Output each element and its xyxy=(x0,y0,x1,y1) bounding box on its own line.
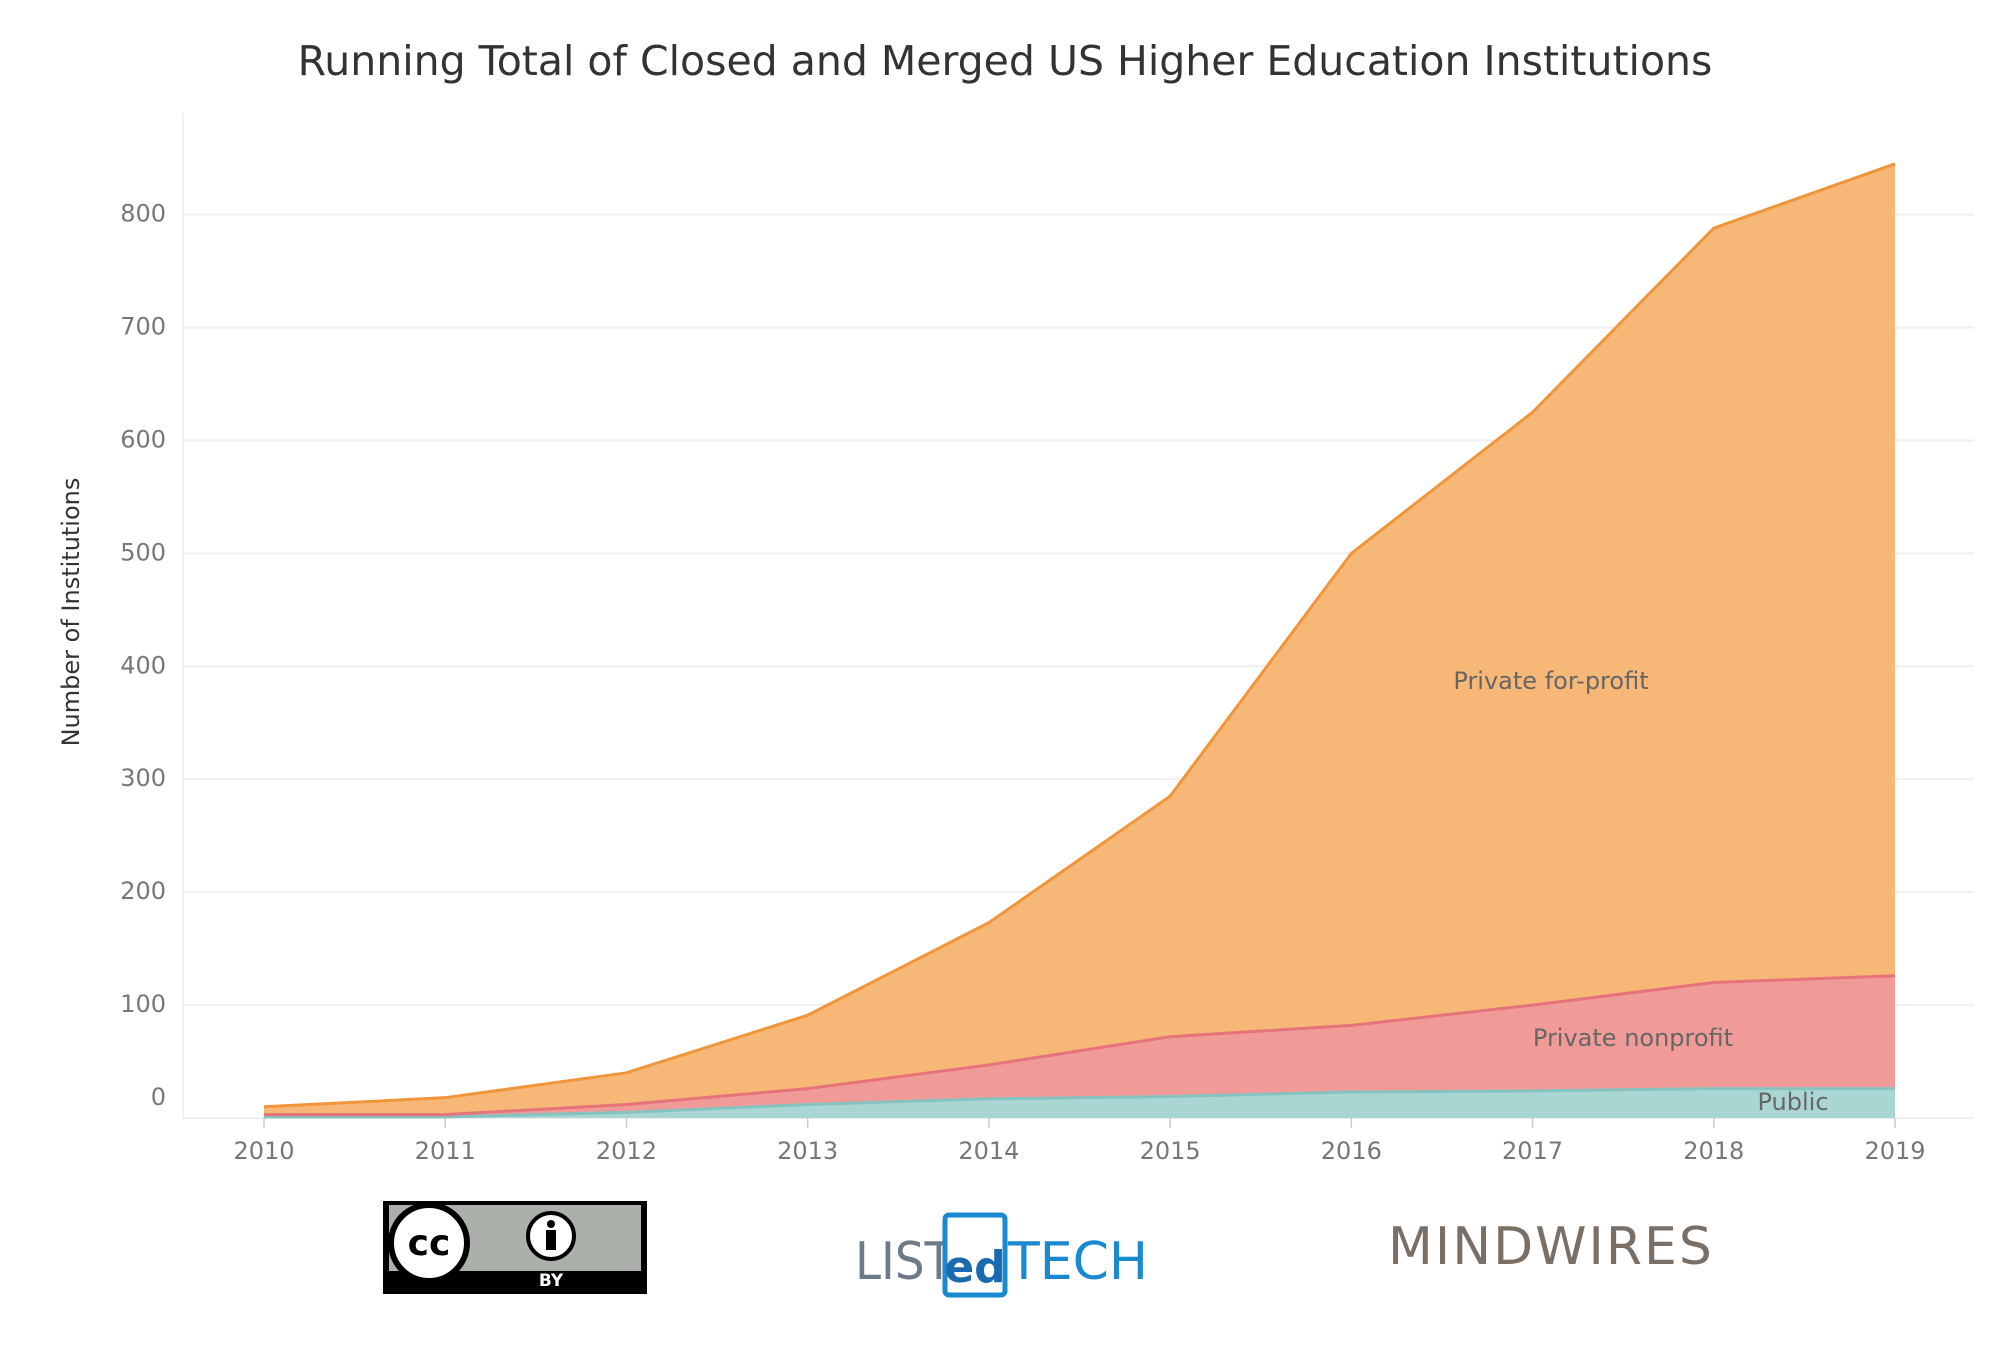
listedtech-logo: LIST ed TECH xyxy=(855,1212,1148,1298)
x-tick-label: 2017 xyxy=(1502,1137,1563,1165)
cc-circle xyxy=(388,1202,470,1284)
x-tick-label: 2016 xyxy=(1321,1137,1382,1165)
x-tick-label: 2010 xyxy=(233,1137,294,1165)
tech-text: TECH xyxy=(1007,1232,1148,1292)
cc-text: cc xyxy=(408,1223,451,1264)
cc-logo: cc BY xyxy=(383,1201,647,1294)
y-tick-label: 700 xyxy=(120,313,166,341)
series-label: Private for-profit xyxy=(1453,667,1648,695)
x-tick-label: 2013 xyxy=(777,1137,838,1165)
x-tick-label: 2012 xyxy=(596,1137,657,1165)
series-label: Public xyxy=(1757,1088,1828,1116)
y-tick-label: 600 xyxy=(120,425,166,453)
mindwires-logo: MINDWIRES xyxy=(1388,1217,1714,1277)
x-tick-label: 2015 xyxy=(1140,1137,1201,1165)
x-tick-label: 2014 xyxy=(958,1137,1019,1165)
y-tick-label: 100 xyxy=(120,990,166,1018)
ed-text: ed xyxy=(944,1242,1005,1293)
by-text: BY xyxy=(539,1271,564,1291)
list-text: LIST xyxy=(855,1232,954,1292)
chart-title: Running Total of Closed and Merged US Hi… xyxy=(298,37,1713,85)
area-line xyxy=(264,1087,1895,1119)
y-tick-label: 300 xyxy=(120,764,166,792)
area-line xyxy=(263,162,1896,1109)
plot-area: 0 100 200 300 400 500 600 700 800 2010 2011 2012 201… xyxy=(120,162,1974,1165)
by-head xyxy=(547,1220,555,1228)
x-tick-label: 2019 xyxy=(1864,1137,1925,1165)
y-axis-label: Number of Institutions xyxy=(57,478,85,747)
y-tick-label: 0 xyxy=(151,1083,166,1111)
x-tick-label: 2011 xyxy=(415,1137,476,1165)
area xyxy=(264,163,1895,1115)
y-tick-label: 200 xyxy=(120,877,166,905)
y-tick-label: 400 xyxy=(120,651,166,679)
by-body xyxy=(546,1230,556,1250)
area-line xyxy=(264,974,1896,1117)
ed-box xyxy=(942,1212,1008,1298)
x-tick-label: 2018 xyxy=(1683,1137,1744,1165)
y-tick-label: 500 xyxy=(120,538,166,566)
y-tick-label: 800 xyxy=(120,200,166,228)
series-label: Private nonprofit xyxy=(1533,1024,1733,1052)
